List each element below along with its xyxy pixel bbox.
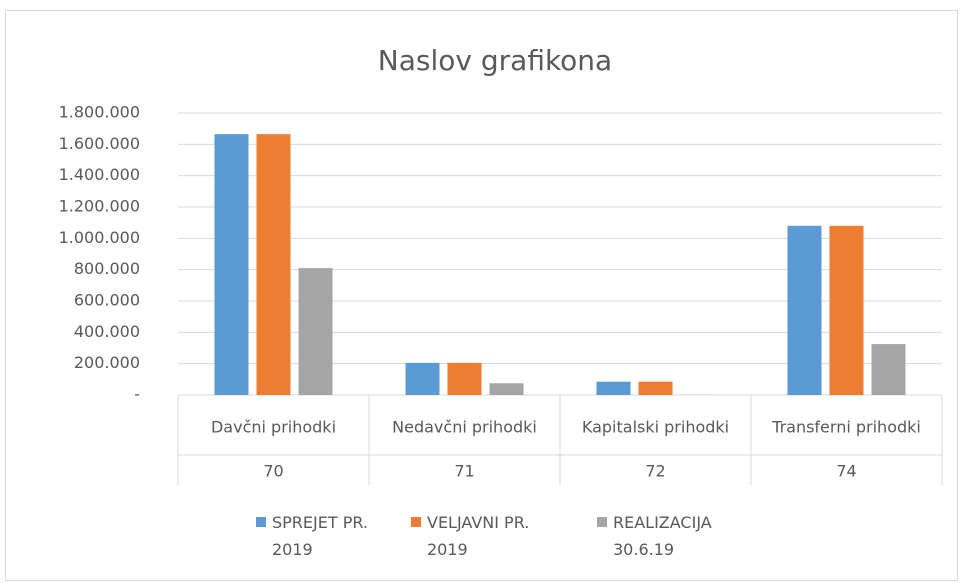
x-group-label: 74 <box>836 462 856 481</box>
bar <box>447 362 482 395</box>
y-tick-label: 600.000 <box>74 291 140 310</box>
bar <box>638 381 673 395</box>
legend-swatch <box>411 517 421 527</box>
y-tick-label: - <box>134 385 140 404</box>
bar <box>489 383 524 395</box>
x-tick-label: Nedavčni prihodki <box>392 418 537 437</box>
bar <box>405 362 440 395</box>
bar <box>256 134 291 395</box>
legend-item: VELJAVNI PR. 2019 <box>411 509 547 563</box>
x-tick-label: Davčni prihodki <box>211 418 336 437</box>
bar <box>871 344 906 395</box>
x-group-label: 71 <box>454 462 474 481</box>
y-tick-label: 1.800.000 <box>59 103 140 122</box>
legend-label: REALIZACIJA 30.6.19 <box>613 513 712 559</box>
y-tick-label: 800.000 <box>74 259 140 278</box>
x-tick-label: Transferni prihodki <box>771 418 921 437</box>
chart-title: Naslov grafikona <box>378 44 612 77</box>
y-tick-label: 400.000 <box>74 322 140 341</box>
y-tick-label: 200.000 <box>74 353 140 372</box>
y-tick-label: 1.000.000 <box>59 228 140 247</box>
legend-label: SPREJET PR. 2019 <box>272 513 368 559</box>
x-group-label: 70 <box>263 462 283 481</box>
x-tick-label: Kapitalski prihodki <box>582 418 729 437</box>
bar <box>829 225 864 395</box>
legend-item: SPREJET PR. 2019 <box>256 509 392 563</box>
y-tick-label: 1.200.000 <box>59 197 140 216</box>
bar <box>298 268 333 395</box>
legend-swatch <box>597 517 607 527</box>
y-tick-label: 1.600.000 <box>59 134 140 153</box>
legend-swatch <box>256 517 266 527</box>
bar <box>787 225 822 395</box>
bar <box>214 134 249 395</box>
x-group-label: 72 <box>645 462 665 481</box>
y-tick-label: 1.400.000 <box>59 165 140 184</box>
legend-label: VELJAVNI PR. 2019 <box>427 513 530 559</box>
bar <box>596 381 631 395</box>
legend-item: REALIZACIJA 30.6.19 <box>597 509 733 563</box>
